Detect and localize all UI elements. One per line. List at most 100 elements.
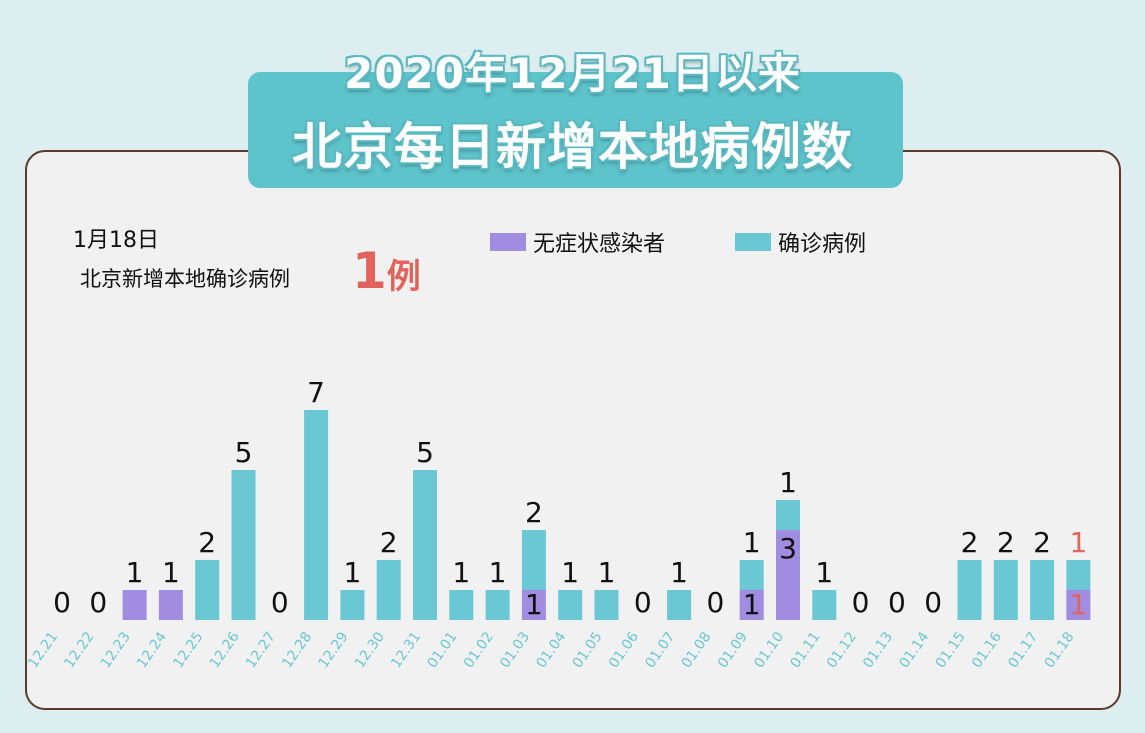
bar-confirmed-01.04 [558,590,583,620]
bar-label-01.12: 0 [852,586,870,619]
legend-confirmed-label: 确诊病例 [778,232,867,257]
bar-label-01.18: 1 [1069,526,1087,559]
x-tick-12.25: 12.25 [170,629,206,671]
x-tick-12.24: 12.24 [134,629,170,671]
bar-asymptomatic-12.23 [122,590,147,620]
bar-inner-label-01.18: 1 [1069,588,1087,621]
bar-confirmed-01.02 [485,590,510,620]
bar-label-12.28: 7 [307,376,325,409]
bar-confirmed-12.28 [304,410,329,620]
bar-asymptomatic-01.18 [1066,590,1091,620]
x-tick-12.31: 12.31 [388,629,424,671]
bar-label-01.06: 0 [634,586,652,619]
x-tick-01.07: 01.07 [642,629,678,671]
bar-asymptomatic-01.10 [776,530,800,620]
bar-confirmed-01.18 [1066,560,1091,590]
note-count-number: 1 [352,242,387,300]
bar-confirmed-01.10 [776,500,800,530]
x-tick-12.30: 12.30 [352,629,388,671]
x-tick-01.03: 01.03 [497,629,533,671]
bar-confirmed-01.11 [812,590,837,620]
bar-asymptomatic-12.24 [158,590,183,620]
bar-label-01.13: 0 [888,586,906,619]
x-tick-01.04: 01.04 [533,629,569,671]
bar-label-12.24: 1 [162,556,180,589]
bar-label-12.25: 2 [198,526,216,559]
legend-asymptomatic: 无症状感染者 [490,226,665,258]
bar-label-01.15: 2 [961,526,979,559]
x-tick-01.11: 01.11 [787,629,823,671]
bar-label-12.21: 0 [53,586,71,619]
x-tick-12.22: 12.22 [61,629,97,671]
bar-label-12.27: 0 [271,586,289,619]
bar-inner-label-01.10: 3 [779,532,797,565]
legend-asymptomatic-label: 无症状感染者 [533,232,666,257]
x-tick-01.06: 01.06 [606,629,642,671]
bar-confirmed-12.30 [376,560,401,620]
bar-label-01.05: 1 [598,556,616,589]
bar-asymptomatic-01.03 [521,590,546,620]
bar-label-01.03: 2 [525,496,543,529]
x-tick-12.23: 12.23 [98,629,134,671]
x-tick-01.08: 01.08 [679,629,715,671]
x-tick-12.26: 12.26 [207,629,243,671]
bar-label-01.08: 0 [706,586,724,619]
legend-asymptomatic-swatch [490,233,526,251]
title-line-2: 北京每日新增本地病例数 [292,118,853,176]
bar-label-01.09: 1 [743,526,761,559]
bar-confirmed-01.16 [993,560,1018,620]
bar-inner-label-01.09: 1 [743,588,761,621]
bar-label-12.29: 1 [343,556,361,589]
title-banner [248,72,903,188]
bar-confirmed-12.25 [195,560,220,620]
bar-label-01.14: 0 [924,586,942,619]
bar-asymptomatic-01.09 [739,590,764,620]
bar-label-12.31: 5 [416,436,434,469]
x-tick-01.02: 01.02 [461,629,497,671]
bar-label-12.30: 2 [380,526,398,559]
x-tick-01.09: 01.09 [715,629,751,671]
x-tick-01.17: 01.17 [1005,629,1041,671]
bar-label-01.10: 1 [779,466,797,499]
x-tick-01.05: 01.05 [570,629,606,671]
note-text: 北京新增本地确诊病例 [80,267,290,291]
bar-confirmed-01.03 [521,530,546,590]
x-tick-12.28: 12.28 [279,629,315,671]
bar-label-12.26: 5 [235,436,253,469]
bar-label-01.16: 2 [997,526,1015,559]
x-tick-01.14: 01.14 [896,629,932,671]
bar-label-12.23: 1 [126,556,144,589]
note-count: 1例 [352,242,421,300]
x-tick-01.01: 01.01 [424,629,460,671]
bar-label-01.11: 1 [815,556,833,589]
bar-label-01.17: 2 [1033,526,1051,559]
x-tick-12.27: 12.27 [243,629,279,671]
note-date: 1月18日 [73,228,159,253]
x-tick-12.21: 12.21 [25,629,61,671]
bar-label-01.04: 1 [561,556,579,589]
bar-confirmed-01.01 [449,590,474,620]
x-tick-01.18: 01.18 [1042,629,1078,671]
x-tick-01.10: 01.10 [751,629,787,671]
bar-confirmed-01.15 [957,560,982,620]
x-tick-01.16: 01.16 [969,629,1005,671]
bar-label-01.07: 1 [670,556,688,589]
legend-confirmed-swatch [735,233,771,251]
bar-confirmed-12.31 [413,470,437,620]
bar-label-12.22: 0 [89,586,107,619]
bar-label-01.01: 1 [452,556,470,589]
x-tick-12.29: 12.29 [316,629,352,671]
x-tick-01.13: 01.13 [860,629,896,671]
bar-confirmed-12.26 [231,470,256,620]
title-line-1: 2020年12月21日以来 [344,49,801,98]
x-tick-01.15: 01.15 [933,629,969,671]
bar-confirmed-01.05 [594,590,619,620]
bar-label-01.02: 1 [489,556,507,589]
legend-confirmed: 确诊病例 [735,226,866,258]
x-tick-01.12: 01.12 [824,629,860,671]
bar-inner-label-01.03: 1 [525,588,543,621]
note-count-unit: 例 [386,257,421,297]
bar-confirmed-01.07 [667,590,692,620]
bar-confirmed-01.17 [1030,560,1055,620]
